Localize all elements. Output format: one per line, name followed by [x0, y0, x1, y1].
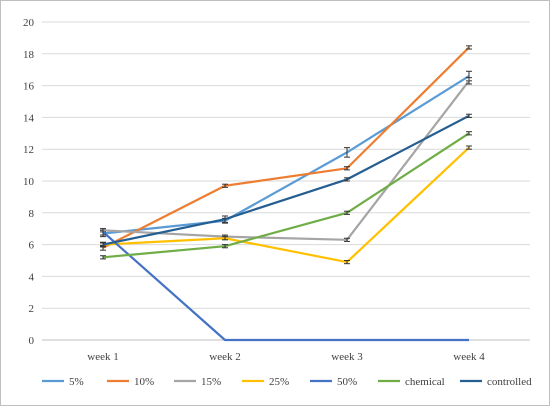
y-tick-label-10: 10 [23, 176, 35, 188]
legend-label-6: controlled [487, 376, 532, 388]
y-tick-label-0: 0 [29, 335, 35, 347]
series-line-6 [102, 114, 470, 246]
y-tick-label-14: 14 [23, 112, 35, 124]
x-tick-label-week-1: week 1 [87, 351, 118, 363]
series-line-4 [102, 231, 469, 342]
legend-label-2: 15% [201, 376, 221, 388]
y-tick-label-16: 16 [23, 81, 35, 93]
y-tick-label-2: 2 [29, 303, 35, 315]
legend-label-4: 50% [337, 376, 357, 388]
series-line-5 [102, 132, 470, 259]
y-tick-label-20: 20 [23, 17, 35, 29]
x-tick-label-week-3: week 3 [331, 351, 363, 363]
legend-label-5: chemical [405, 376, 445, 388]
y-tick-label-12: 12 [23, 144, 34, 156]
y-tick-label-8: 8 [29, 208, 35, 220]
series-line-3 [102, 146, 470, 264]
legend-label-3: 25% [269, 376, 289, 388]
legend-label-1: 10% [134, 376, 154, 388]
legend-label-0: 5% [69, 376, 84, 388]
series-line-0 [102, 75, 470, 235]
y-tick-label-18: 18 [23, 49, 35, 61]
x-tick-label-week-4: week 4 [453, 351, 485, 363]
series-line-1 [102, 46, 470, 249]
series-line-2 [102, 80, 470, 241]
y-tick-label-6: 6 [29, 240, 35, 252]
x-tick-label-week-2: week 2 [209, 351, 240, 363]
y-tick-label-4: 4 [29, 271, 35, 283]
